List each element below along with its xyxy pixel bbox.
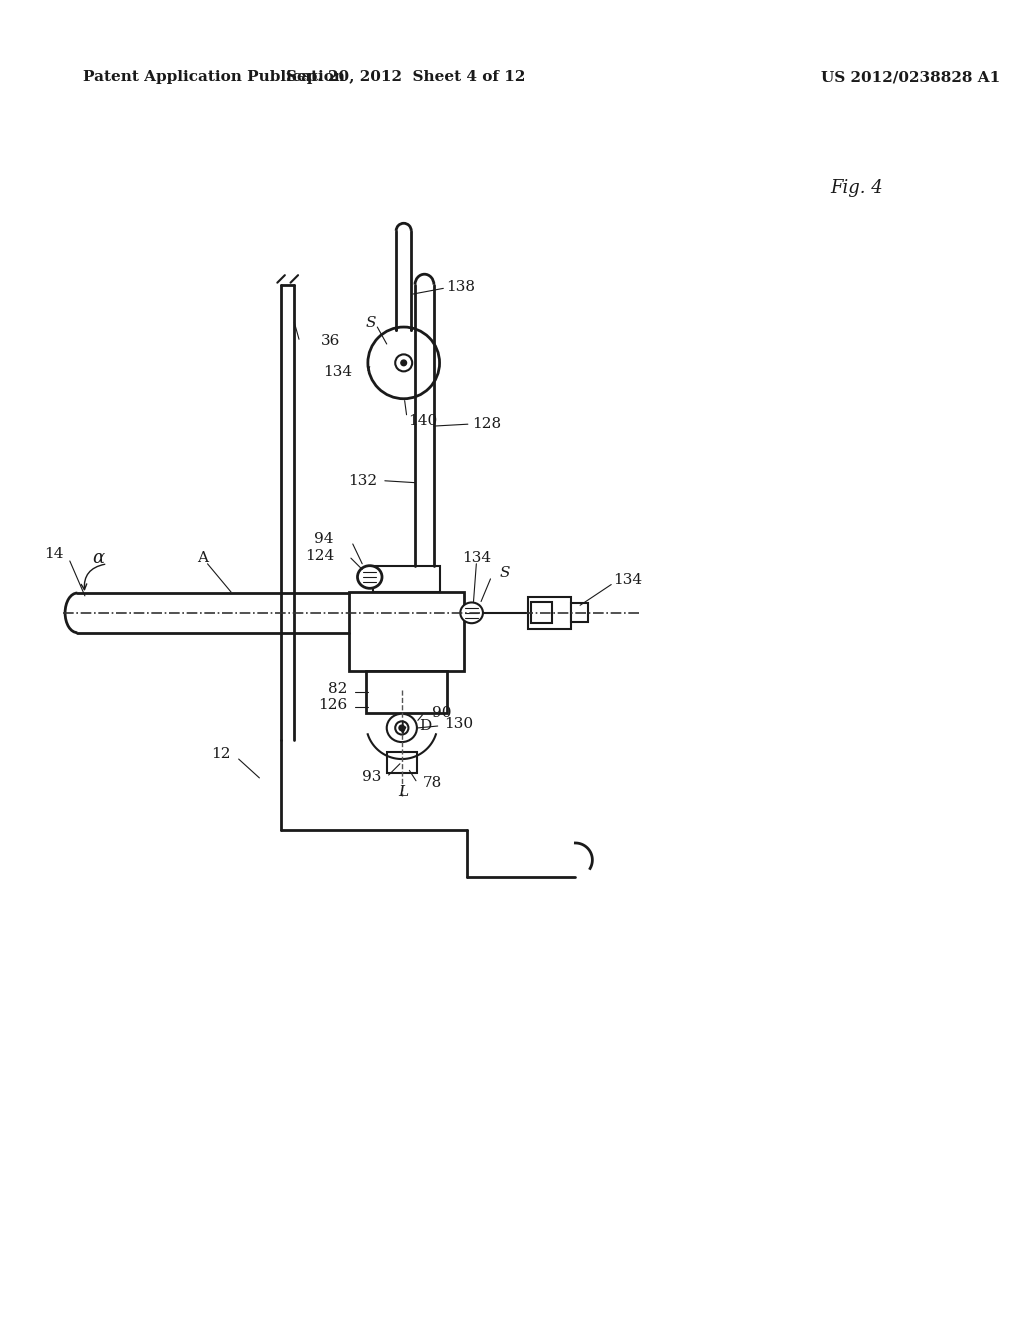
Text: US 2012/0238828 A1: US 2012/0238828 A1 — [820, 70, 999, 84]
Text: Patent Application Publication: Patent Application Publication — [83, 70, 345, 84]
Text: 134: 134 — [613, 573, 642, 587]
Bar — [531, 602, 552, 623]
Text: 36: 36 — [321, 334, 340, 348]
Bar — [373, 566, 440, 593]
Text: 134: 134 — [323, 366, 352, 379]
Text: Fig. 4: Fig. 4 — [830, 180, 883, 198]
Text: S: S — [366, 317, 376, 330]
Ellipse shape — [357, 566, 382, 589]
Bar — [387, 752, 417, 774]
Text: 12: 12 — [212, 747, 231, 762]
Text: 124: 124 — [305, 549, 334, 564]
Circle shape — [399, 725, 404, 731]
Ellipse shape — [387, 714, 417, 742]
Text: 138: 138 — [446, 280, 475, 294]
Text: 134: 134 — [462, 552, 490, 565]
Bar — [570, 603, 588, 622]
Ellipse shape — [461, 602, 483, 623]
Text: D: D — [419, 719, 431, 733]
Text: 132: 132 — [348, 474, 377, 488]
Text: A: A — [198, 552, 208, 565]
Text: 126: 126 — [317, 698, 347, 713]
Circle shape — [395, 721, 409, 734]
Text: Sep. 20, 2012  Sheet 4 of 12: Sep. 20, 2012 Sheet 4 of 12 — [286, 70, 525, 84]
Text: S: S — [500, 566, 510, 581]
Circle shape — [395, 354, 413, 371]
Circle shape — [400, 360, 407, 366]
Text: 140: 140 — [409, 414, 437, 429]
Text: L: L — [398, 785, 409, 799]
Text: 82: 82 — [328, 682, 347, 696]
Text: 130: 130 — [444, 717, 473, 731]
Text: α: α — [92, 549, 104, 568]
Text: 93: 93 — [361, 770, 381, 784]
Text: 94: 94 — [314, 532, 334, 546]
Text: 14: 14 — [44, 548, 63, 561]
Circle shape — [368, 327, 439, 399]
Text: 128: 128 — [472, 417, 501, 432]
Bar — [528, 597, 570, 628]
Text: 78: 78 — [423, 776, 441, 789]
Text: 90: 90 — [432, 706, 452, 719]
Bar — [349, 593, 464, 672]
Bar — [366, 672, 447, 713]
